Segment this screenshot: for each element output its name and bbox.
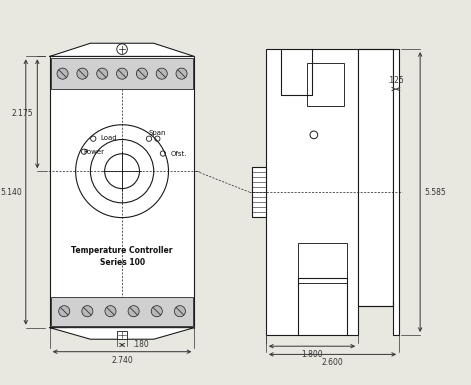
Circle shape [59, 306, 70, 317]
Text: 5.140: 5.140 [0, 187, 22, 196]
Bar [252, 167, 266, 217]
Text: .125: .125 [388, 76, 404, 85]
Text: Power: Power [83, 149, 104, 155]
Text: 1.800: 1.800 [301, 350, 323, 359]
Circle shape [82, 306, 93, 317]
Circle shape [77, 68, 88, 79]
Circle shape [174, 306, 186, 317]
Circle shape [57, 68, 68, 79]
Text: Ofst.: Ofst. [171, 151, 187, 157]
Text: 5.585: 5.585 [424, 187, 446, 196]
Circle shape [176, 68, 187, 79]
Circle shape [97, 68, 108, 79]
Bar [117, 331, 127, 339]
Bar [308, 64, 344, 106]
Bar [266, 49, 358, 335]
Text: Span: Span [149, 130, 166, 136]
Bar [298, 243, 347, 283]
Circle shape [128, 306, 139, 317]
Circle shape [137, 68, 147, 79]
Bar [393, 49, 399, 335]
Polygon shape [50, 43, 195, 57]
Text: .180: .180 [132, 340, 149, 350]
Bar [51, 59, 194, 89]
Text: 2.600: 2.600 [322, 358, 343, 367]
Text: 2.740: 2.740 [111, 355, 133, 365]
Polygon shape [50, 328, 195, 339]
Bar [358, 49, 393, 306]
Text: Series 100: Series 100 [99, 258, 145, 267]
Circle shape [105, 306, 116, 317]
Text: Temperature Controller: Temperature Controller [71, 246, 173, 255]
Text: Load: Load [100, 135, 117, 141]
Bar [51, 297, 194, 326]
Bar [50, 57, 195, 328]
Circle shape [156, 68, 167, 79]
Circle shape [116, 68, 128, 79]
Text: 2.175: 2.175 [12, 109, 33, 118]
Circle shape [151, 306, 162, 317]
